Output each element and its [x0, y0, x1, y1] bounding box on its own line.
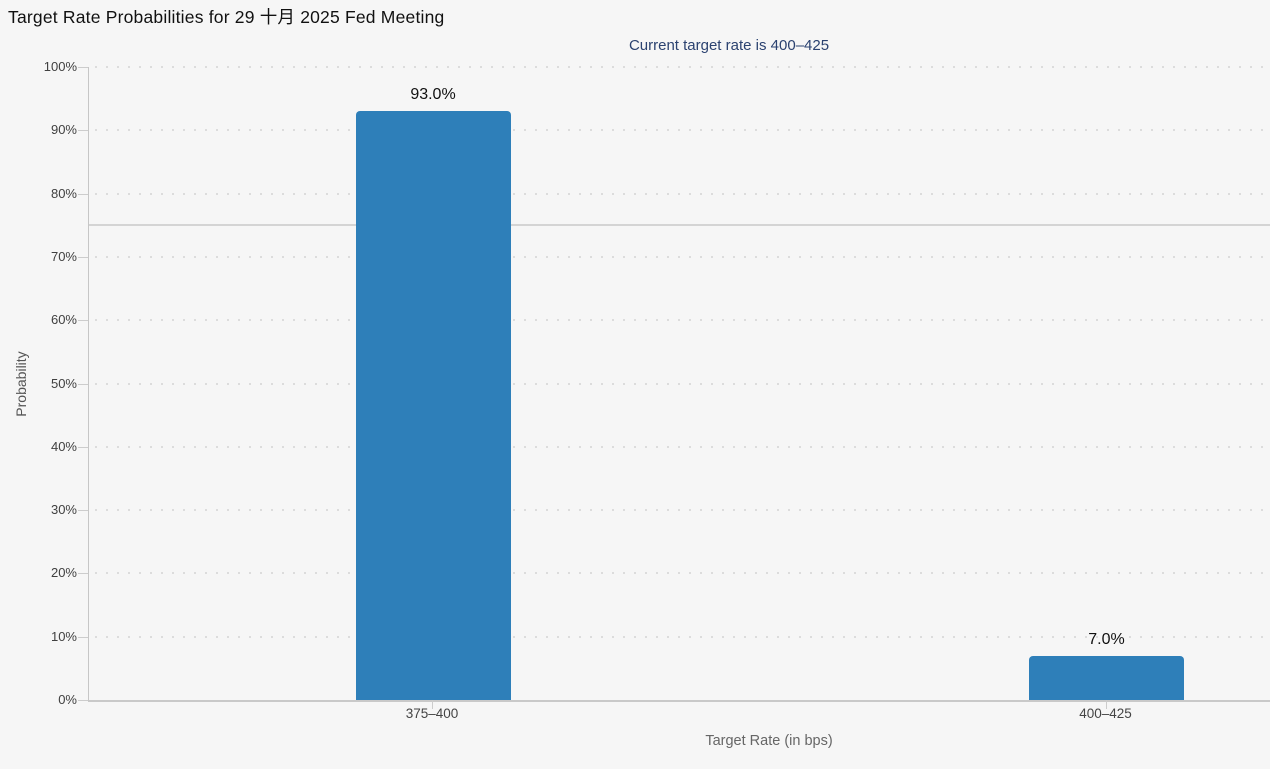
y-axis-tick: [78, 130, 88, 132]
probability-bar[interactable]: [355, 111, 511, 700]
y-tick-label: 60%: [50, 312, 77, 328]
y-tick-label: 30%: [50, 502, 77, 518]
reference-line: [89, 224, 1270, 227]
x-category-label: 375–400: [405, 706, 459, 721]
y-axis-tick: [78, 67, 88, 68]
y-tick-label: 90%: [50, 122, 77, 138]
y-gridline: [95, 319, 1270, 322]
y-tick-label: 100%: [43, 59, 77, 74]
y-gridline: [95, 509, 1270, 512]
bar-value-label: 7.0%: [1088, 630, 1125, 648]
probability-bar[interactable]: [1029, 655, 1184, 700]
y-tick-label: 0%: [58, 692, 77, 707]
y-tick-label: 20%: [50, 565, 77, 581]
y-axis-tick: [78, 446, 88, 448]
x-axis-tick: [432, 700, 433, 709]
x-axis-title: Target Rate (in bps): [705, 733, 833, 749]
y-tick-label: 80%: [50, 185, 77, 201]
y-tick-label: 50%: [50, 375, 77, 391]
y-axis-tick: [78, 573, 88, 575]
y-gridline: [95, 66, 1270, 68]
chart-title: Target Rate Probabilities for 29 十月 2025…: [8, 7, 445, 27]
y-gridline: [95, 572, 1270, 575]
y-gridline: [95, 635, 1270, 638]
y-axis-tick: [78, 636, 88, 638]
chart-subtitle: Current target rate is 400–425: [628, 37, 830, 54]
y-axis-tick: [78, 256, 88, 258]
y-tick-label: 40%: [50, 438, 77, 454]
y-axis-tick: [78, 510, 88, 512]
y-axis-tick: [78, 700, 88, 701]
y-axis-tick: [78, 193, 88, 195]
y-gridline: [95, 445, 1270, 448]
y-axis-tick: [78, 320, 88, 322]
y-gridline: [95, 255, 1270, 258]
y-tick-label: 70%: [50, 248, 77, 264]
x-axis-tick: [1105, 700, 1107, 709]
y-tick-label: 10%: [50, 628, 77, 644]
x-category-label: 400–425: [1079, 706, 1132, 721]
y-gridline: [95, 382, 1270, 385]
y-axis-tick: [78, 383, 88, 385]
bar-value-label: 93.0%: [410, 86, 456, 104]
plot-area: 93.0% 7.0%: [88, 66, 1270, 702]
y-gridline: [95, 129, 1270, 132]
y-gridline: [95, 192, 1270, 195]
